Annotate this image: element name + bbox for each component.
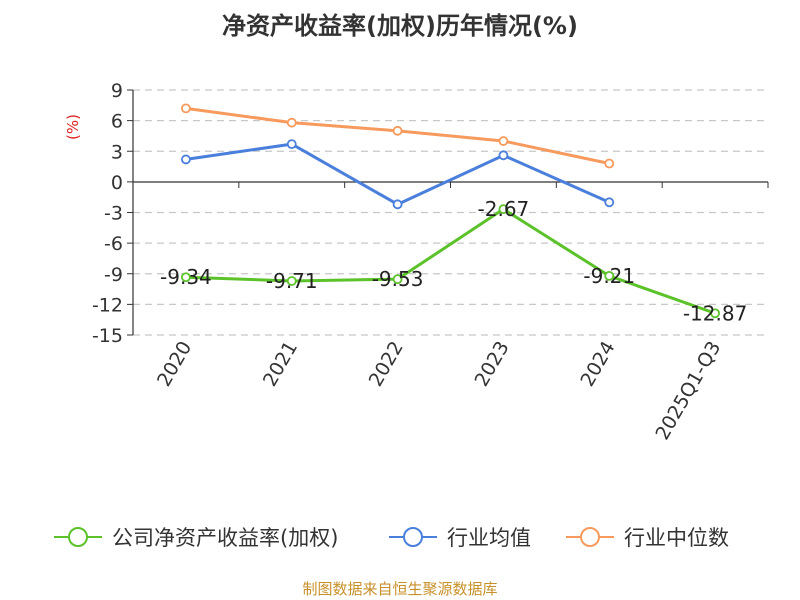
data-point [498, 204, 509, 215]
data-label: -2.67 [478, 197, 530, 221]
data-point [181, 272, 191, 283]
x-tick-label: 2021 [259, 338, 302, 391]
data-label: -9.53 [372, 267, 424, 291]
x-tick-label: 2025Q1-Q3 [651, 338, 725, 444]
data-point [498, 136, 509, 146]
data-point [392, 274, 403, 285]
y-tick-label: 9 [111, 80, 123, 102]
chart-title: 净资产收益率(加权)历年情况(%) [222, 12, 578, 40]
legend-label: 公司净资产收益率(加权) [112, 526, 338, 550]
series-line [185, 106, 610, 165]
y-tick-label: -12 [92, 294, 123, 316]
x-tick-label: 2020 [153, 338, 196, 391]
y-tick-label: -6 [104, 233, 123, 255]
data-label: -12.87 [683, 301, 747, 325]
y-tick-label: -15 [92, 325, 123, 347]
x-tick-label: 2022 [365, 338, 408, 391]
legend-marker [403, 527, 423, 547]
data-label: -9.71 [266, 269, 318, 293]
legend: 公司净资产收益率(加权) 行业均值 行业中位数 [54, 526, 729, 550]
y-tick-label: -9 [104, 264, 123, 286]
legend-label: 行业中位数 [624, 526, 729, 550]
data-point [181, 154, 191, 165]
legend-marker [68, 527, 88, 547]
y-tick-label: 6 [111, 111, 123, 133]
data-point [392, 125, 403, 136]
y-tick-label: -3 [104, 203, 123, 225]
legend-marker [580, 527, 600, 547]
x-tick-label: 2023 [471, 337, 514, 390]
series-line [185, 207, 716, 315]
data-point [604, 158, 615, 169]
y-axis-label: (%) [64, 114, 82, 140]
x-tick-label: 2024 [576, 338, 619, 391]
y-tick-label: 3 [111, 141, 123, 163]
grid-lines [133, 89, 768, 336]
source-note: 制图数据来自恒生聚源数据库 [302, 580, 497, 598]
data-point [498, 150, 509, 161]
y-tick-labels: 9 6 3 0 -3 -6 -9 -12 -15 [92, 80, 123, 347]
axes [127, 89, 769, 336]
data-point [286, 139, 297, 150]
data-point [604, 270, 615, 281]
data-point [604, 197, 615, 208]
series-line [185, 142, 610, 206]
data-labels: -9.34 -9.71 -9.53 -2.67 -9.21 -12.87 [160, 197, 747, 325]
legend-label: 行业均值 [447, 526, 531, 550]
data-point [392, 199, 403, 210]
data-point [181, 103, 191, 114]
data-point [286, 276, 297, 286]
x-tick-labels: 2020 2021 2022 2023 2024 2025Q1-Q3 [153, 337, 725, 443]
y-tick-label: 0 [111, 172, 123, 194]
data-point [710, 308, 720, 319]
series-lines [181, 103, 720, 319]
data-label: -9.21 [583, 264, 635, 288]
data-label: -9.34 [160, 265, 212, 289]
data-point [286, 117, 297, 128]
